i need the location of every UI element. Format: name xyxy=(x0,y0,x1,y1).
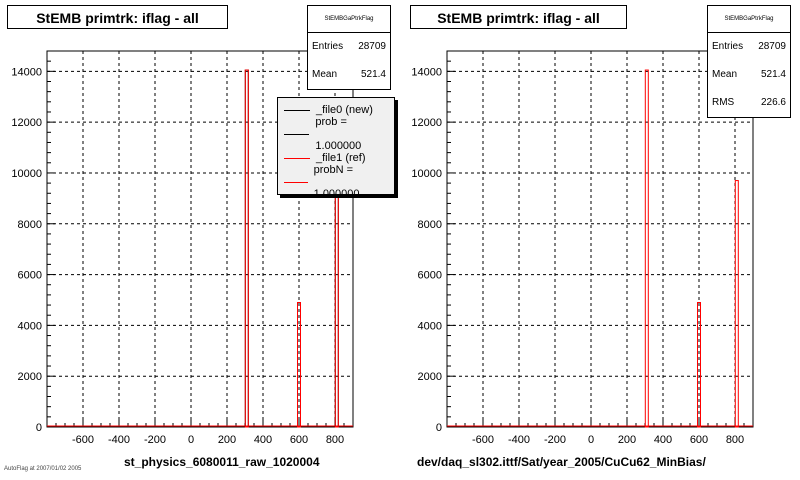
y-tick-label: 14000 xyxy=(411,66,442,78)
x-tick-label: 600 xyxy=(290,434,308,446)
x-tick-label: 200 xyxy=(618,434,636,446)
stats-title: StEMBGaPtrkFlag xyxy=(308,6,390,33)
footer-note: AutoFlag at 2007/01/02 2005 xyxy=(4,466,82,472)
y-tick-label: 2000 xyxy=(418,371,442,383)
x-tick-label: 800 xyxy=(326,434,344,446)
histogram-bar xyxy=(297,302,301,428)
x-tick-label: -400 xyxy=(108,434,130,446)
legend-label: prob = 1.000000 xyxy=(315,116,362,152)
y-tick-label: 4000 xyxy=(18,320,42,332)
legend-line-swatch xyxy=(284,133,310,135)
stats-label: Entries xyxy=(712,41,744,52)
legend-item: prob = 1.000000 xyxy=(278,116,394,152)
x-tick-label: 800 xyxy=(726,434,744,446)
stats-row-mean: Mean 521.4 xyxy=(308,61,390,89)
stats-label: Mean xyxy=(312,69,338,80)
stats-label: RMS xyxy=(712,97,735,108)
y-tick-label: 8000 xyxy=(418,219,442,231)
y-tick-label: 0 xyxy=(436,422,442,434)
stats-value: 28709 xyxy=(358,41,386,52)
y-tick-label: 10000 xyxy=(411,168,442,180)
legend-item: _file1 (ref) xyxy=(278,146,394,170)
x-tick-label: 400 xyxy=(254,434,272,446)
x-tick-label: -200 xyxy=(544,434,566,446)
x-tick-label: -200 xyxy=(144,434,166,446)
stats-value: 28709 xyxy=(758,41,786,52)
legend-line-swatch xyxy=(284,157,310,159)
y-tick-label: 8000 xyxy=(18,219,42,231)
plot-frame xyxy=(446,50,754,428)
x-tick-label: -600 xyxy=(72,434,94,446)
histogram-bar xyxy=(244,69,249,428)
y-tick-label: 0 xyxy=(36,422,42,434)
legend-line-swatch xyxy=(284,181,308,183)
stats-box: StEMBGaPtrkFlag Entries 28709 Mean 521.4 xyxy=(307,5,391,90)
y-tick-label: 12000 xyxy=(11,117,42,129)
x-tick-label: 400 xyxy=(654,434,672,446)
y-tick-label: 14000 xyxy=(11,66,42,78)
stats-row-entries: Entries 28709 xyxy=(708,33,790,61)
legend: _file0 (new) prob = 1.000000 _file1 (ref… xyxy=(277,97,395,200)
x-axis-label: dev/daq_sl302.ittf/Sat/year_2005/CuCu62_… xyxy=(417,455,706,469)
legend-item: _file0 (new) xyxy=(278,98,394,122)
legend-label: probN = 1.000000 xyxy=(313,164,360,200)
legend-label: _file1 (ref) xyxy=(316,152,366,164)
stats-value: 521.4 xyxy=(360,69,386,80)
stats-label: Entries xyxy=(312,41,344,52)
x-tick-label: 0 xyxy=(588,434,594,446)
stats-label: Mean xyxy=(712,69,738,80)
stats-box: StEMBGaPtrkFlag Entries 28709 Mean 521.4… xyxy=(707,5,791,118)
x-tick-label: -600 xyxy=(472,434,494,446)
y-tick-label: 10000 xyxy=(11,168,42,180)
y-tick-label: 2000 xyxy=(18,371,42,383)
x-tick-label: 600 xyxy=(690,434,708,446)
stats-value: 226.6 xyxy=(760,97,786,108)
y-tick-label: 6000 xyxy=(18,270,42,282)
histogram-bar xyxy=(644,69,649,428)
chart-title: StEMB primtrk: iflag - all xyxy=(7,5,228,29)
histogram-panel-right: 0 2000 4000 6000 8000 10000 12000 14000 -600 -400… xyxy=(400,0,800,480)
histogram-bar xyxy=(734,180,739,428)
y-tick-label: 12000 xyxy=(411,117,442,129)
legend-label: _file0 (new) xyxy=(316,104,373,116)
stats-row-entries: Entries 28709 xyxy=(308,33,390,61)
histogram-bar xyxy=(697,302,701,428)
x-tick-label: 200 xyxy=(218,434,236,446)
stats-title: StEMBGaPtrkFlag xyxy=(708,6,790,33)
y-tick-label: 4000 xyxy=(418,320,442,332)
stats-row-rms: RMS 226.6 xyxy=(708,89,790,117)
x-axis-label: st_physics_6080011_raw_1020004 xyxy=(124,455,320,469)
x-tick-label: 0 xyxy=(188,434,194,446)
y-tick-label: 6000 xyxy=(418,270,442,282)
legend-line-swatch xyxy=(284,109,310,111)
x-tick-label: -400 xyxy=(508,434,530,446)
legend-item: probN = 1.000000 xyxy=(278,164,394,200)
chart-title: StEMB primtrk: iflag - all xyxy=(410,5,627,29)
stats-row-mean: Mean 521.4 xyxy=(708,61,790,89)
histogram-panel-left: 0 2000 4000 6000 8000 10000 12000 14000 -600 -400… xyxy=(4,5,395,472)
stats-value: 521.4 xyxy=(760,69,786,80)
